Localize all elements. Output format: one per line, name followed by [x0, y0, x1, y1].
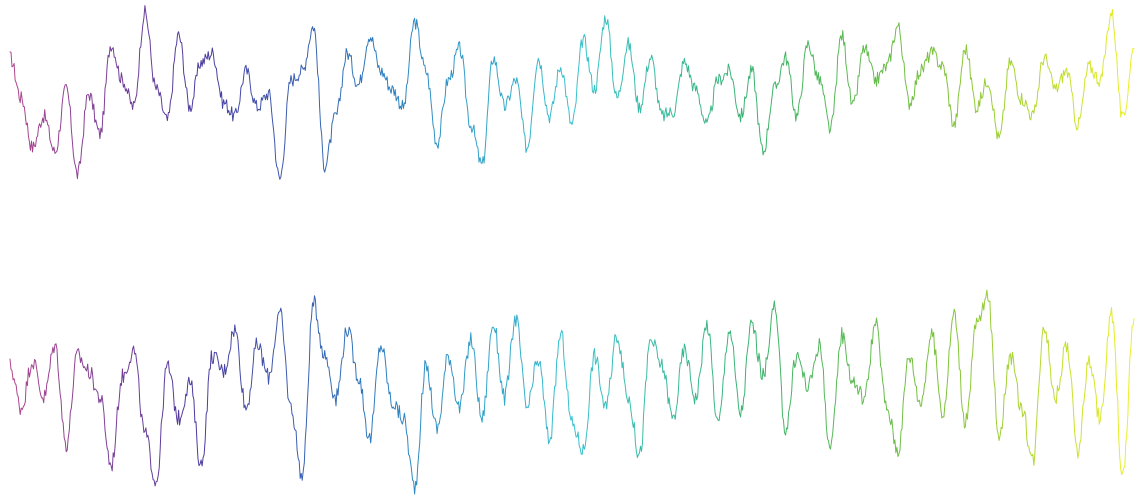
waveform-line-1	[9, 289, 1135, 495]
waveform-line-0	[9, 5, 1135, 180]
lower-waveform-panel	[9, 289, 1135, 495]
upper-waveform-panel	[9, 5, 1135, 180]
